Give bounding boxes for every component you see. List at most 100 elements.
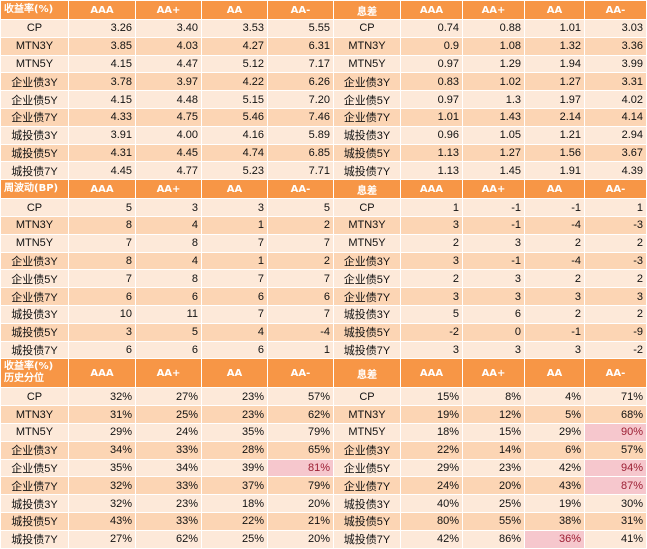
row-label: 城投债7Y <box>0 340 69 360</box>
row-label: 企业债5Y <box>333 90 401 109</box>
row-label: CP <box>0 198 69 217</box>
spread-cell: 1 <box>400 198 463 217</box>
column-header: AA- <box>267 358 334 389</box>
spread-cell: 1.56 <box>524 143 585 163</box>
spread-cell: 4.02 <box>584 90 647 109</box>
row-label: MTN5Y <box>0 422 69 442</box>
value-cell: 7 <box>201 233 268 253</box>
value-cell: 27% <box>135 387 202 407</box>
table-row: 企业债3Y 34% 33% 28% 65% 企业债3Y 22% 14% 6% 57% <box>0 440 647 460</box>
value-cell: 4.27 <box>201 36 268 56</box>
spread-cell: -3 <box>584 215 647 235</box>
value-cell: 3.91 <box>68 125 136 145</box>
value-cell: 2 <box>267 251 334 271</box>
row-label: 企业债5Y <box>0 90 69 109</box>
value-cell: 1 <box>201 215 268 235</box>
spread-cell: 1.08 <box>462 36 525 56</box>
value-cell: 4.22 <box>201 72 268 92</box>
spread-cell: -1 <box>462 215 525 235</box>
spread-cell: 0.88 <box>462 19 525 38</box>
spread-cell: 29% <box>524 422 585 442</box>
value-cell: 4.77 <box>135 161 202 181</box>
section-title-left: 周波动(BP) <box>0 179 69 200</box>
spread-cell: 1.43 <box>462 107 525 127</box>
row-label: 城投债3Y <box>333 125 401 145</box>
column-header: AA+ <box>135 358 202 389</box>
table-row: CP 5 3 3 5 CP 1 -1 -1 1 <box>0 198 647 217</box>
value-cell: 7 <box>267 304 334 324</box>
row-label: 企业债3Y <box>0 440 69 460</box>
spread-cell: 0.97 <box>400 90 463 109</box>
spread-cell: 3 <box>400 340 463 360</box>
value-cell: 3.97 <box>135 72 202 92</box>
value-cell: 3 <box>201 198 268 217</box>
table-row: CP 32% 27% 23% 57% CP 15% 8% 4% 71% <box>0 387 647 407</box>
value-cell: 33% <box>135 511 202 531</box>
value-cell: 5.46 <box>201 107 268 127</box>
spread-cell: 1.13 <box>400 143 463 163</box>
value-cell: 6 <box>201 287 268 306</box>
table-row: 城投债3Y 3.91 4.00 4.16 5.89 城投债3Y 0.96 1.05 1.21 2.… <box>0 125 647 145</box>
column-header: AAA <box>68 179 136 200</box>
row-label: CP <box>333 19 401 38</box>
spread-cell: 5% <box>524 405 585 424</box>
row-label: 城投债7Y <box>333 529 401 549</box>
spread-cell: 1.3 <box>462 90 525 109</box>
row-label: 城投债3Y <box>333 304 401 324</box>
value-cell: 5 <box>68 198 136 217</box>
value-cell: 5.55 <box>267 19 334 38</box>
spread-cell: 2 <box>584 269 647 289</box>
spread-cell: 42% <box>524 458 585 478</box>
spread-cell: 1.27 <box>462 143 525 163</box>
table-row: MTN5Y 29% 24% 35% 79% MTN5Y 18% 15% 29% 90% <box>0 422 647 442</box>
value-cell: 7 <box>201 304 268 324</box>
row-label: MTN3Y <box>0 215 69 235</box>
spread-cell: 1.94 <box>524 54 585 74</box>
section-header-row: 收益率(%) 历史分位 AAA AA+ AA AA- 息差 AAA AA+ AA AA- <box>0 358 647 389</box>
row-label: MTN3Y <box>333 215 401 235</box>
spread-cell: 38% <box>524 511 585 531</box>
value-cell: 4.47 <box>135 54 202 74</box>
value-cell: 27% <box>68 529 136 549</box>
spread-cell: -1 <box>462 251 525 271</box>
value-cell: 4.03 <box>135 36 202 56</box>
row-label: MTN3Y <box>0 405 69 424</box>
spread-cell: 6% <box>524 440 585 460</box>
value-cell: 4.45 <box>135 143 202 163</box>
spread-cell: 14% <box>462 440 525 460</box>
table-row: 城投债7Y 6 6 6 1 城投债7Y 3 3 3 -2 <box>0 340 647 360</box>
spread-cell: 31% <box>584 511 647 531</box>
spread-cell: 2.14 <box>524 107 585 127</box>
spread-cell: 3.36 <box>584 36 647 56</box>
value-cell: 10 <box>68 304 136 324</box>
value-cell: 3 <box>135 198 202 217</box>
value-cell: 2 <box>267 215 334 235</box>
spread-cell: 3.99 <box>584 54 647 74</box>
column-header: AA+ <box>462 0 525 20</box>
value-cell: 6 <box>201 340 268 360</box>
value-cell: 3.40 <box>135 19 202 38</box>
row-label: 企业债3Y <box>333 440 401 460</box>
column-header: AAA <box>68 0 136 20</box>
value-cell: 79% <box>267 476 334 496</box>
value-cell: 34% <box>68 440 136 460</box>
spread-cell: 3 <box>400 287 463 306</box>
column-header: AA+ <box>462 179 525 200</box>
row-label: MTN3Y <box>333 36 401 56</box>
spread-cell: 24% <box>400 476 463 496</box>
table-row: 城投债3Y 10 11 7 7 城投债3Y 5 6 2 2 <box>0 304 647 324</box>
row-label: 城投债5Y <box>0 322 69 342</box>
value-cell: 4.16 <box>201 125 268 145</box>
row-label: 企业债5Y <box>333 458 401 478</box>
table-row: 城投债5Y 3 5 4 -4 城投债5Y -2 0 -1 -9 <box>0 322 647 342</box>
value-cell: 4.00 <box>135 125 202 145</box>
spread-cell: 0 <box>462 322 525 342</box>
spread-cell: 20% <box>462 476 525 496</box>
spread-cell: 4.14 <box>584 107 647 127</box>
value-cell: 3.78 <box>68 72 136 92</box>
spread-cell: 1 <box>584 198 647 217</box>
spread-cell: 43% <box>524 476 585 496</box>
value-cell: 5 <box>135 322 202 342</box>
spread-cell: -1 <box>462 198 525 217</box>
value-cell: 3.85 <box>68 36 136 56</box>
